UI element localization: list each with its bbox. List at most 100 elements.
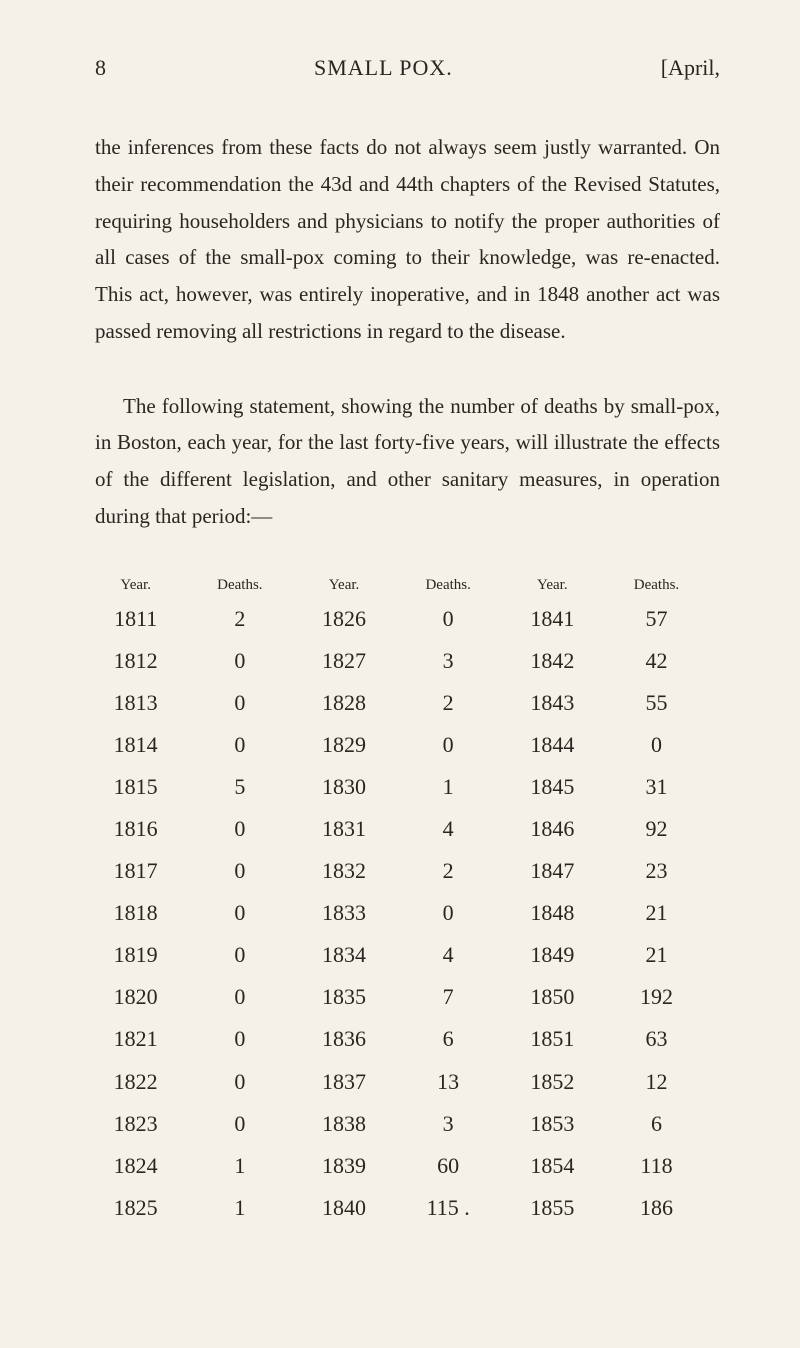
table-header-deaths-2: Deaths. [385,573,512,598]
table-cell: 63 [593,1018,720,1060]
page-header: 8 SMALL POX. [April, [95,55,720,81]
table-row: 1816018314184692 [95,808,720,850]
table-cell: 1818 [95,892,176,934]
table-cell: 0 [385,598,512,640]
table-cell: 21 [593,892,720,934]
table-cell: 0 [385,724,512,766]
table-cell: 1816 [95,808,176,850]
table-cell: 1823 [95,1103,176,1145]
table-cell: 13 [385,1061,512,1103]
table-cell: 1830 [303,766,384,808]
table-cell: 1841 [512,598,593,640]
table-cell: 1821 [95,1018,176,1060]
table-cell: 1854 [512,1145,593,1187]
table-cell: 1820 [95,976,176,1018]
table-cell: 1824 [95,1145,176,1187]
table-cell: 1815 [95,766,176,808]
table-cell: 1845 [512,766,593,808]
table-cell: 0 [176,934,303,976]
table-cell: 0 [176,808,303,850]
table-cell: 1 [385,766,512,808]
table-cell: 92 [593,808,720,850]
table-cell: 1838 [303,1103,384,1145]
table-cell: 1811 [95,598,176,640]
table-header-year-1: Year. [95,573,176,598]
table-cell: 1833 [303,892,384,934]
table-cell: 192 [593,976,720,1018]
table-cell: 2 [385,850,512,892]
table-cell: 42 [593,640,720,682]
table-cell: 0 [176,850,303,892]
table-header-year-3: Year. [512,573,593,598]
table-cell: 1 [176,1187,303,1229]
table-cell: 1850 [512,976,593,1018]
table-row: 1821018366185163 [95,1018,720,1060]
table-row: 1817018322184723 [95,850,720,892]
table-row: 181401829018440 [95,724,720,766]
table-cell: 0 [593,724,720,766]
table-cell: 115 . [385,1187,512,1229]
table-cell: 118 [593,1145,720,1187]
table-cell: 0 [176,682,303,724]
table-cell: 4 [385,934,512,976]
table-cell: 0 [176,1061,303,1103]
table-cell: 1847 [512,850,593,892]
table-header-year-2: Year. [303,573,384,598]
table-cell: 60 [385,1145,512,1187]
table-row: 182301838318536 [95,1103,720,1145]
table-cell: 1813 [95,682,176,724]
table-cell: 0 [176,1018,303,1060]
deaths-table: Year. Deaths. Year. Deaths. Year. Deaths… [95,573,720,1229]
table-cell: 1844 [512,724,593,766]
table-cell: 1848 [512,892,593,934]
table-cell: 1837 [303,1061,384,1103]
table-cell: 1849 [512,934,593,976]
table-cell: 1822 [95,1061,176,1103]
table-cell: 0 [176,1103,303,1145]
table-cell: 1828 [303,682,384,724]
table-cell: 1834 [303,934,384,976]
table-header-row: Year. Deaths. Year. Deaths. Year. Deaths… [95,573,720,598]
table-cell: 1829 [303,724,384,766]
table-cell: 0 [176,724,303,766]
table-cell: 1851 [512,1018,593,1060]
table-cell: 1819 [95,934,176,976]
table-cell: 6 [385,1018,512,1060]
table-cell: 1826 [303,598,384,640]
table-cell: 0 [176,892,303,934]
table-cell: 23 [593,850,720,892]
paragraph-1: the inferences from these facts do not a… [95,129,720,350]
table-row: 18200183571850192 [95,976,720,1018]
table-row: 18220183713185212 [95,1061,720,1103]
table-cell: 12 [593,1061,720,1103]
page-date: [April, [661,55,720,81]
table-cell: 1846 [512,808,593,850]
table-cell: 0 [176,640,303,682]
table-cell: 5 [176,766,303,808]
table-cell: 2 [385,682,512,724]
table-cell: 31 [593,766,720,808]
table-cell: 7 [385,976,512,1018]
table-cell: 3 [385,1103,512,1145]
table-cell: 6 [593,1103,720,1145]
table-cell: 21 [593,934,720,976]
table-cell: 1842 [512,640,593,682]
table-cell: 1 [176,1145,303,1187]
page-title: SMALL POX. [106,55,661,81]
table-cell: 1832 [303,850,384,892]
table-cell: 1843 [512,682,593,724]
table-row: 182511840115 .1855186 [95,1187,720,1229]
table-cell: 1835 [303,976,384,1018]
table-cell: 1817 [95,850,176,892]
table-cell: 1836 [303,1018,384,1060]
table-cell: 1853 [512,1103,593,1145]
table-row: 1819018344184921 [95,934,720,976]
table-row: 1813018282184355 [95,682,720,724]
table-row: 1812018273184242 [95,640,720,682]
paragraph-2: The following statement, showing the num… [95,388,720,535]
table-cell: 3 [385,640,512,682]
table-body: 1811218260184157181201827318424218130182… [95,598,720,1229]
table-cell: 1839 [303,1145,384,1187]
table-row: 1818018330184821 [95,892,720,934]
table-row: 182411839601854118 [95,1145,720,1187]
